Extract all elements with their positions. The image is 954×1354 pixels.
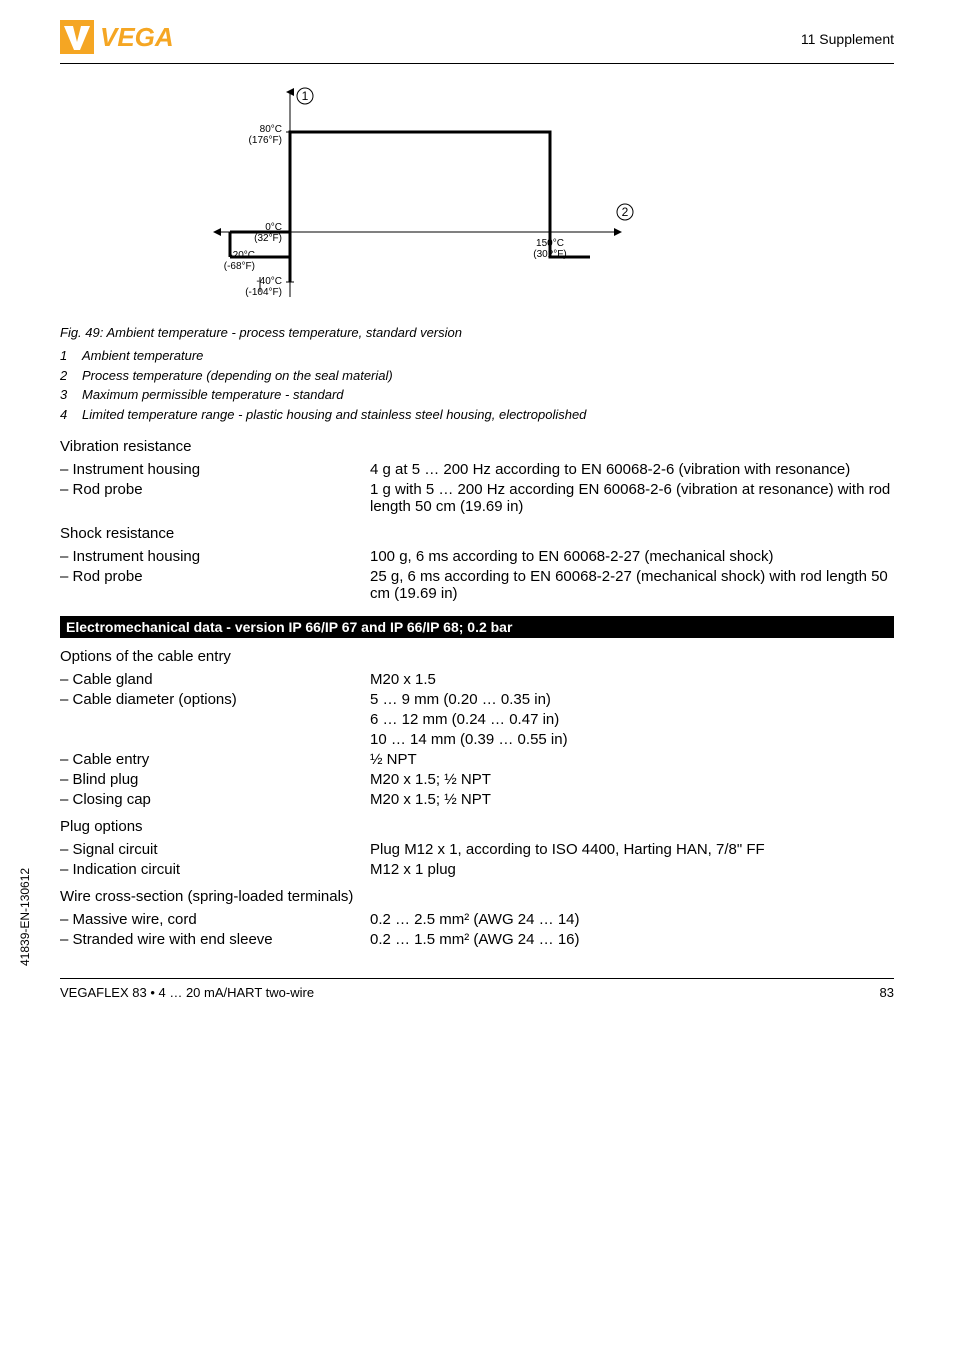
vibration-title: Vibration resistance [60,438,894,455]
figure-caption: Fig. 49: Ambient temperature - process t… [60,325,894,340]
cable-title: Options of the cable entry [60,648,894,665]
svg-text:(-104°F): (-104°F) [245,287,282,298]
page-number: 83 [880,985,894,1000]
header-section-label: 11 Supplement [801,31,894,47]
ambient-process-temperature-chart: 80°C (176°F) 0°C (32°F) -20°C (-68°F) -4… [120,82,894,315]
svg-text:(32°F): (32°F) [254,233,282,244]
document-id-vertical: 41839-EN-130612 [18,868,32,966]
shock-row: Instrument housing 100 g, 6 ms according… [60,548,894,565]
svg-text:1: 1 [302,89,309,103]
footer-left: VEGAFLEX 83 • 4 … 20 mA/HART two-wire [60,985,314,1000]
page-footer: VEGAFLEX 83 • 4 … 20 mA/HART two-wire 83 [60,978,894,1000]
logo: VEGA [60,20,180,57]
plug-title: Plug options [60,818,894,835]
shock-title: Shock resistance [60,525,894,542]
vibration-row: Instrument housing 4 g at 5 … 200 Hz acc… [60,461,894,478]
svg-text:(176°F): (176°F) [249,135,282,146]
row-key: Instrument housing [60,461,370,478]
figure-legend: 1Ambient temperature 2Process temperatur… [60,346,894,424]
svg-text:80°C: 80°C [260,124,282,135]
row-value: 4 g at 5 … 200 Hz according to EN 60068-… [370,461,894,478]
svg-text:2: 2 [622,205,629,219]
electromechanical-section-header: Electromechanical data - version IP 66/I… [60,616,894,638]
shock-row: Rod probe 25 g, 6 ms according to EN 600… [60,568,894,602]
svg-text:(-68°F): (-68°F) [224,261,255,272]
wire-title: Wire cross-section (spring-loaded termin… [60,888,894,905]
page-header: VEGA 11 Supplement [60,0,894,64]
vibration-row: Rod probe 1 g with 5 … 200 Hz according … [60,481,894,515]
svg-text:VEGA: VEGA [100,22,174,52]
